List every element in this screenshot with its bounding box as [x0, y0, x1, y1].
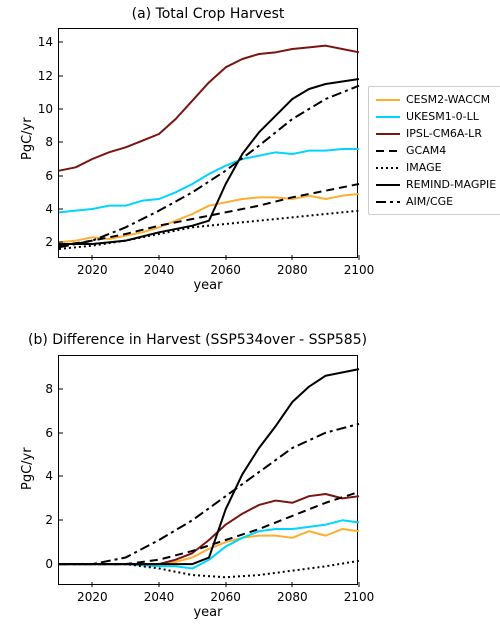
ytick-mark [58, 388, 63, 389]
xtick-label: 2020 [77, 263, 108, 277]
legend-label: CESM2-WACCM [406, 91, 490, 108]
ytick-label: 10 [38, 102, 53, 116]
xtick-label: 2020 [77, 590, 108, 604]
legend-item: IMAGE [375, 159, 496, 176]
xtick-mark [292, 255, 293, 260]
xtick-mark [159, 255, 160, 260]
ytick-mark [58, 75, 63, 76]
xtick-label: 2080 [277, 590, 308, 604]
xtick-mark [92, 255, 93, 260]
panel-b-ylabel: PgC/yr [20, 447, 35, 490]
legend-label: AIM/CGE [406, 193, 453, 210]
xtick-label: 2080 [277, 263, 308, 277]
ytick-mark [58, 476, 63, 477]
legend-item: CESM2-WACCM [375, 91, 496, 108]
ytick-mark [58, 209, 63, 210]
legend-swatch [375, 179, 401, 191]
ytick-mark [58, 175, 63, 176]
ytick-mark [58, 242, 63, 243]
panel-b-title: (b) Difference in Harvest (SSP534over - … [20, 332, 408, 348]
legend-item: UKESM1-0-LL [375, 108, 496, 125]
series-line [59, 86, 359, 248]
xtick-label: 2060 [210, 590, 241, 604]
ytick-label: 6 [45, 169, 53, 183]
legend-label: IMAGE [406, 159, 442, 176]
xtick-mark [225, 582, 226, 587]
xtick-mark [359, 255, 360, 260]
legend-item: IPSL-CM6A-LR [375, 125, 496, 142]
ytick-label: 14 [38, 35, 53, 49]
panel-a-xlabel: year [58, 278, 358, 293]
ytick-label: 8 [45, 135, 53, 149]
legend-swatch [375, 162, 401, 174]
ytick-label: 0 [45, 557, 53, 571]
xtick-mark [225, 255, 226, 260]
series-line [59, 79, 359, 244]
ytick-mark [58, 564, 63, 565]
legend-swatch [375, 145, 401, 157]
xtick-mark [159, 582, 160, 587]
ytick-label: 4 [45, 202, 53, 216]
ytick-mark [58, 42, 63, 43]
series-line [59, 46, 359, 171]
panel-a-ylabel: PgC/yr [20, 117, 35, 160]
series-line [59, 149, 359, 212]
panel-a-plot [59, 29, 359, 259]
legend-label: IPSL-CM6A-LR [406, 125, 482, 142]
series-line [59, 492, 359, 564]
panel-a-title: (a) Total Crop Harvest [58, 6, 358, 22]
legend-item: AIM/CGE [375, 193, 496, 210]
xtick-label: 2100 [344, 263, 375, 277]
legend-swatch [375, 196, 401, 208]
ytick-label: 2 [45, 235, 53, 249]
xtick-label: 2040 [144, 590, 175, 604]
figure: (a) Total Crop Harvest 24681012142020204… [0, 0, 500, 626]
series-line [59, 424, 359, 564]
xtick-label: 2060 [210, 263, 241, 277]
xtick-mark [359, 582, 360, 587]
ytick-label: 12 [38, 69, 53, 83]
ytick-label: 6 [45, 426, 53, 440]
legend: CESM2-WACCMUKESM1-0-LLIPSL-CM6A-LRGCAM4I… [368, 86, 500, 215]
xtick-mark [292, 582, 293, 587]
ytick-label: 4 [45, 469, 53, 483]
series-line [59, 494, 359, 564]
legend-swatch [375, 111, 401, 123]
panel-b-xlabel: year [58, 605, 358, 620]
legend-item: REMIND-MAGPIE [375, 176, 496, 193]
ytick-mark [58, 520, 63, 521]
ytick-mark [58, 432, 63, 433]
legend-swatch [375, 128, 401, 140]
ytick-label: 2 [45, 513, 53, 527]
legend-item: GCAM4 [375, 142, 496, 159]
legend-label: GCAM4 [406, 142, 446, 159]
ytick-mark [58, 109, 63, 110]
panel-b-plot [59, 356, 359, 586]
series-line [59, 369, 359, 564]
legend-label: REMIND-MAGPIE [406, 176, 496, 193]
xtick-label: 2040 [144, 263, 175, 277]
legend-label: UKESM1-0-LL [406, 108, 479, 125]
panel-a-axes: 246810121420202040206020802100 [58, 28, 358, 258]
xtick-label: 2100 [344, 590, 375, 604]
legend-swatch [375, 94, 401, 106]
xtick-mark [92, 582, 93, 587]
panel-b-axes: 0246820202040206020802100 [58, 355, 358, 585]
ytick-label: 8 [45, 382, 53, 396]
ytick-mark [58, 142, 63, 143]
